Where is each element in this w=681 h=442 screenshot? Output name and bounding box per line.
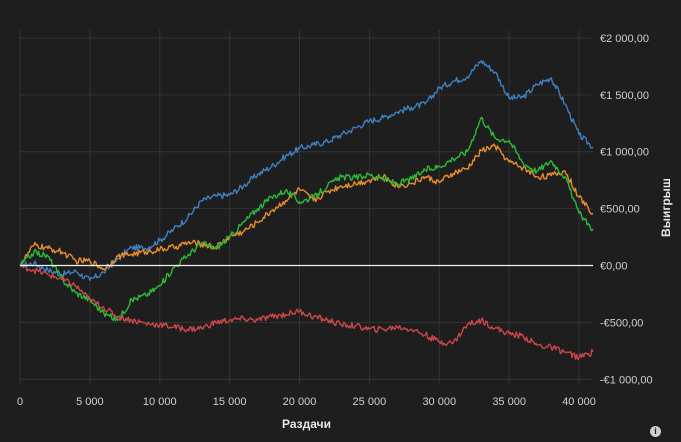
y-tick-label: €2 000,00 — [600, 33, 649, 45]
x-tick-label: 5 000 — [76, 396, 104, 408]
series-line — [19, 60, 594, 281]
series-line — [19, 116, 594, 322]
x-tick-label: 15 000 — [213, 396, 247, 408]
y-tick-label: -€500,00 — [600, 317, 643, 329]
x-tick-label: 30 000 — [422, 396, 456, 408]
x-tick-label: 35 000 — [492, 396, 526, 408]
series-line — [19, 143, 594, 271]
x-tick-label: 20 000 — [283, 396, 317, 408]
x-axis-title: Раздачи — [282, 417, 331, 431]
y-tick-label: €1 500,00 — [600, 90, 649, 102]
series-line — [20, 263, 594, 361]
x-tick-label: 10 000 — [143, 396, 177, 408]
y-tick-label: -€1 000,00 — [600, 374, 653, 386]
y-tick-label: €0,00 — [600, 261, 628, 273]
y-tick-label: €1 000,00 — [600, 147, 649, 159]
y-tick-label: €500,00 — [600, 204, 640, 216]
x-tick-label: 0 — [17, 396, 23, 408]
info-icon[interactable]: i — [650, 426, 661, 437]
y-axis-title: Выигрыш — [659, 178, 673, 237]
x-tick-label: 25 000 — [353, 396, 387, 408]
x-tick-label: 40 000 — [562, 396, 596, 408]
